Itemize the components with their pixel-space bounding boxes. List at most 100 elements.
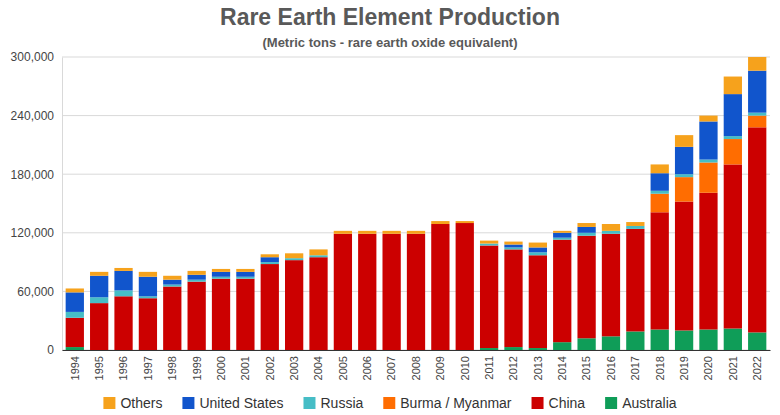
legend-item: China [532,395,586,411]
bar-segment [577,233,595,236]
bar-segment [748,113,766,116]
x-tick: 2004 [312,350,324,380]
bar-segment [188,275,206,280]
x-tick: 2000 [215,350,227,380]
bar-segment [577,227,595,233]
bar-segment [66,318,84,347]
legend-item: Russia [303,395,363,411]
bar-segment [651,191,669,194]
x-tick: 2015 [580,350,592,380]
bar-segment [90,272,108,276]
bar-segment [431,221,449,224]
bar-segment [577,338,595,350]
grid-line [62,115,770,116]
bar-segment [626,226,644,229]
bar-segment [602,224,620,231]
bar-segment [675,330,693,350]
bar-segment [236,277,254,279]
y-tick-label: 60,000 [17,285,54,299]
x-tick-label: 2013 [532,356,544,380]
x-tick: 1999 [191,350,203,380]
bar-segment [163,276,181,280]
bar-segment [626,229,644,332]
x-tick-label: 2010 [459,356,471,380]
x-tick: 2022 [751,350,763,380]
x-tick-label: 2006 [361,356,373,380]
legend-label: China [549,395,586,411]
x-tick-label: 2009 [434,356,446,380]
chart-svg: Rare Earth Element Production(Metric ton… [0,0,780,415]
x-tick-label: 1994 [69,356,81,380]
x-axis-line [63,350,771,351]
bar-segment [675,174,693,177]
x-tick-label: 2017 [629,356,641,380]
bar-segment [212,269,230,272]
x-tick-label: 2005 [337,356,349,380]
bar-segment [188,282,206,350]
bars [66,57,767,350]
bar-segment [212,272,230,277]
bar-segment [724,164,742,328]
bar-segment [261,254,279,257]
bar-segment [66,292,84,312]
x-tick: 2002 [264,350,276,380]
bar-segment [212,277,230,279]
legend-label: Burma / Myanmar [400,395,512,411]
x-tick-label: 1995 [93,356,105,380]
bar-segment [724,136,742,139]
x-tick: 2008 [410,350,422,380]
y-tick: 180,000 [11,168,62,182]
bar-segment [456,223,474,350]
bar-segment [90,297,108,303]
bar-segment [626,331,644,350]
y-tick: 0 [47,343,62,357]
x-tick: 2014 [556,350,568,380]
legend-item: United States [182,395,283,411]
bar-segment [480,241,498,244]
bar-segment [236,279,254,350]
bar-segment [285,253,303,258]
bar-segment [480,244,498,246]
bar-segment [309,257,327,350]
y-tick: 240,000 [11,109,62,123]
bar-segment [724,94,742,136]
x-tick: 2016 [605,350,617,380]
x-tick-label: 2001 [239,356,251,380]
bar-segment [553,233,571,238]
legend-swatch [605,397,617,409]
x-tick: 2011 [483,350,495,380]
bar-segment [139,272,157,277]
legend-item: Others [103,395,162,411]
bar-segment [236,269,254,272]
bar-segment [529,348,547,350]
bar-segment [114,271,132,291]
bar-segment [285,258,303,260]
bar-segment [236,272,254,277]
x-tick: 2012 [507,350,519,380]
y-tick: 120,000 [11,226,62,240]
x-tick: 2005 [337,350,349,380]
x-tick-label: 2008 [410,356,422,380]
bar-segment [480,245,498,348]
bar-segment [651,329,669,350]
bar-segment [602,234,620,337]
bar-segment [577,236,595,339]
x-tick-label: 2021 [727,356,739,380]
x-tick-label: 2014 [556,356,568,380]
bar-segment [431,224,449,350]
bar-segment [66,288,84,292]
bar-segment [66,312,84,318]
bar-segment [309,255,327,257]
bar-segment [504,247,522,249]
bar-segment [553,238,571,240]
x-tick: 1994 [69,350,81,380]
bar-segment [529,252,547,255]
x-tick: 2001 [239,350,251,380]
bar-segment [577,223,595,227]
legend-swatch [103,397,115,409]
bar-segment [188,271,206,275]
bar-segment [407,231,425,234]
bar-segment [724,329,742,350]
bar-segment [139,298,157,350]
legend-swatch [383,397,395,409]
